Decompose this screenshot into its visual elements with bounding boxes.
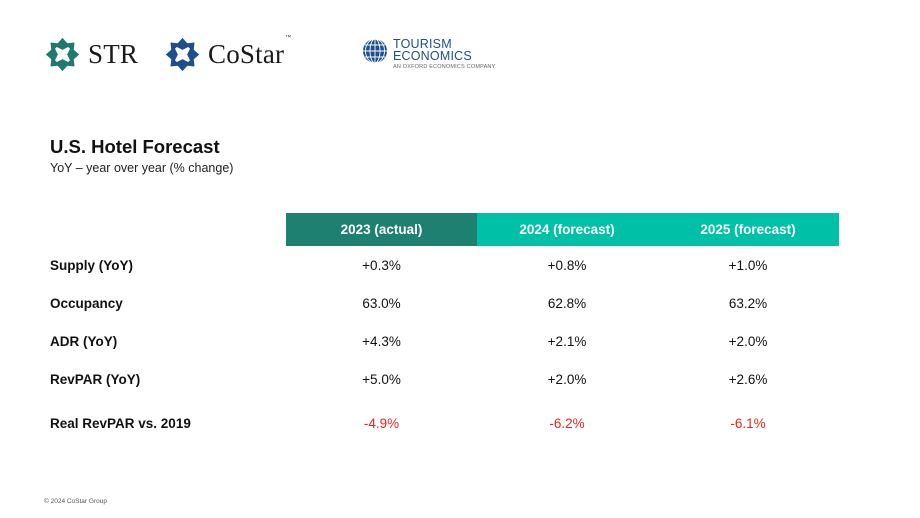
table-cell: 63.2%	[728, 296, 768, 311]
table-cell: +0.3%	[362, 258, 401, 273]
row-label-occupancy: Occupancy	[50, 296, 123, 311]
table-cell: +2.0%	[547, 372, 587, 387]
row-label-real-revpar: Real RevPAR vs. 2019	[50, 416, 191, 431]
column-header-2025: 2025 (forecast)	[657, 213, 839, 246]
page-subtitle: YoY – year over year (% change)	[50, 161, 234, 175]
tourism-economics-logo: TOURISM ECONOMICS AN OXFORD ECONOMICS CO…	[362, 38, 495, 70]
table-cell: +5.0%	[362, 372, 401, 387]
table-cell-negative: -6.1%	[730, 416, 766, 431]
table-cell-negative: -6.2%	[549, 416, 585, 431]
str-logo-text: STR	[88, 39, 139, 69]
tourism-logo-tagline: AN OXFORD ECONOMICS COMPANY	[393, 64, 496, 70]
column-header-2024: 2024 (forecast)	[477, 213, 657, 246]
table-cell: +0.8%	[547, 258, 587, 273]
str-star-icon	[45, 37, 80, 72]
costar-logo: CoStar™	[164, 35, 292, 73]
table-cell-negative: -4.9%	[363, 416, 400, 431]
str-logo: STR	[44, 36, 138, 73]
column-header-2023: 2023 (actual)	[286, 213, 477, 246]
copyright-footer: © 2024 CoStar Group	[44, 498, 107, 505]
tourism-logo-line2: ECONOMICS	[393, 49, 472, 63]
row-label-supply: Supply (YoY)	[50, 258, 133, 273]
table-cell: +1.0%	[728, 258, 768, 273]
row-label-revpar: RevPAR (YoY)	[50, 372, 141, 387]
tourism-logo-line1: TOURISM	[393, 37, 452, 51]
page-title: U.S. Hotel Forecast	[50, 136, 220, 157]
table-cell: +2.1%	[547, 334, 587, 349]
trademark-symbol: ™	[285, 35, 292, 41]
table-cell: +4.3%	[362, 334, 401, 349]
row-label-adr: ADR (YoY)	[50, 334, 118, 349]
table-cell: +2.6%	[728, 372, 768, 387]
costar-logo-text: CoStar™	[208, 35, 292, 69]
table-cell: +2.0%	[728, 334, 768, 349]
table-cell: 62.8%	[547, 296, 587, 311]
table-cell: 63.0%	[362, 296, 401, 311]
costar-star-icon	[165, 37, 200, 72]
globe-icon	[363, 38, 387, 64]
